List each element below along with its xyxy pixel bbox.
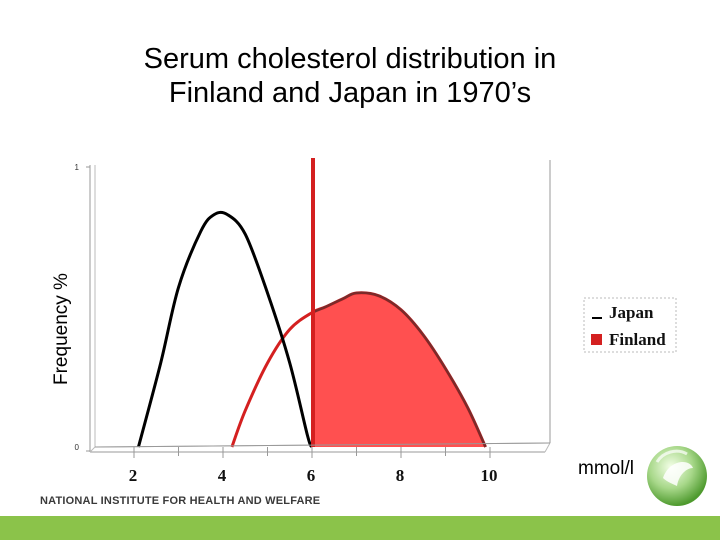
legend-label-japan: Japan xyxy=(609,303,654,322)
chart-title-line-1: Serum cholesterol distribution in xyxy=(143,43,557,75)
chart-title-line-2: Finland and Japan in 1970’s xyxy=(168,77,532,109)
x-axis-unit-label: mmol/l xyxy=(578,458,634,479)
japan-curve xyxy=(137,210,314,448)
x-axis-ticks: 2 4 6 8 10 xyxy=(129,447,498,485)
x-tick-label: 8 xyxy=(396,466,405,485)
x-tick-label: 2 xyxy=(129,466,138,485)
series-layer xyxy=(94,158,551,448)
x-tick-label: 10 xyxy=(481,466,498,485)
y-tick-label: 1 xyxy=(75,163,80,172)
footer-bar xyxy=(0,516,720,540)
y-tick-label: 0 xyxy=(75,443,80,452)
finland-shaded-area xyxy=(312,292,486,447)
legend-marker-finland xyxy=(591,334,602,345)
x-tick-label: 6 xyxy=(307,466,316,485)
x-tick-label: 4 xyxy=(218,466,227,485)
finland-curve-outline xyxy=(311,291,487,448)
x-axis-baseline xyxy=(94,442,551,448)
chart-title: Serum cholesterol distribution in Finlan… xyxy=(0,42,700,110)
legend-label-finland: Finland xyxy=(609,330,666,349)
leaf-globe-logo-icon xyxy=(647,446,707,506)
legend: Japan Finland xyxy=(583,297,677,353)
y-axis-ticks: 01 xyxy=(75,163,80,452)
organization-name: NATIONAL INSTITUTE FOR HEALTH AND WELFAR… xyxy=(40,495,321,507)
